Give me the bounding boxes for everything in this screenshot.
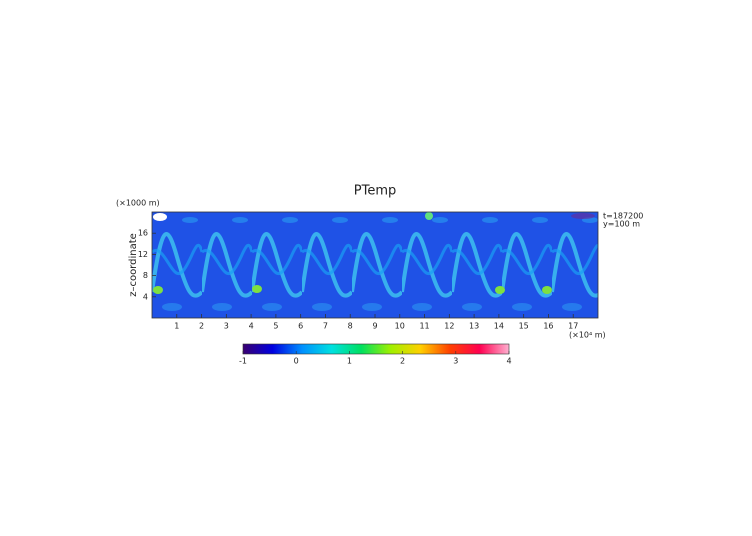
y-tick-label: 12: [138, 250, 148, 259]
annotation: y=100 m: [603, 220, 640, 229]
x-tick-label: 17: [568, 322, 578, 331]
annotation: t=187200: [603, 212, 643, 221]
colorbar: [242, 343, 510, 355]
y-tick-label: 8: [143, 271, 148, 280]
x-tick-label: 13: [469, 322, 479, 331]
x-tick-label: 5: [273, 322, 278, 331]
x-tick-label: 11: [419, 322, 429, 331]
x-tick-label: 7: [323, 322, 328, 331]
x-tick-label: 10: [395, 322, 405, 331]
colorbar-tick-label: 3: [453, 357, 458, 366]
colorbar-tick-label: 0: [294, 357, 299, 366]
y-unit-label: (×1000 m): [116, 199, 160, 208]
x-tick-label: 8: [348, 322, 353, 331]
x-tick-label: 4: [249, 322, 254, 331]
colorbar-tick-label: 4: [506, 357, 511, 366]
x-tick-label: 3: [224, 322, 229, 331]
x-tick-label: 6: [298, 322, 303, 331]
x-tick-label: 15: [519, 322, 529, 331]
y-axis-title: z–coordinate: [128, 233, 139, 297]
field: [152, 212, 598, 318]
y-tick-label: 16: [138, 229, 148, 238]
x-tick-label: 9: [372, 322, 377, 331]
colorbar-tick-label: 1: [347, 357, 352, 366]
x-tick-label: 12: [444, 322, 454, 331]
colorbar-tick-label: -1: [239, 357, 247, 366]
x-tick-label: 14: [494, 322, 504, 331]
chart-title: PTemp: [354, 184, 397, 199]
x-tick-label: 16: [543, 322, 553, 331]
x-tick-label: 1: [174, 322, 179, 331]
x-tick-label: 2: [199, 322, 204, 331]
colorbar-tick-label: 2: [400, 357, 405, 366]
x-unit-label: (×10⁴ m): [569, 331, 606, 340]
y-tick-label: 4: [143, 292, 148, 301]
